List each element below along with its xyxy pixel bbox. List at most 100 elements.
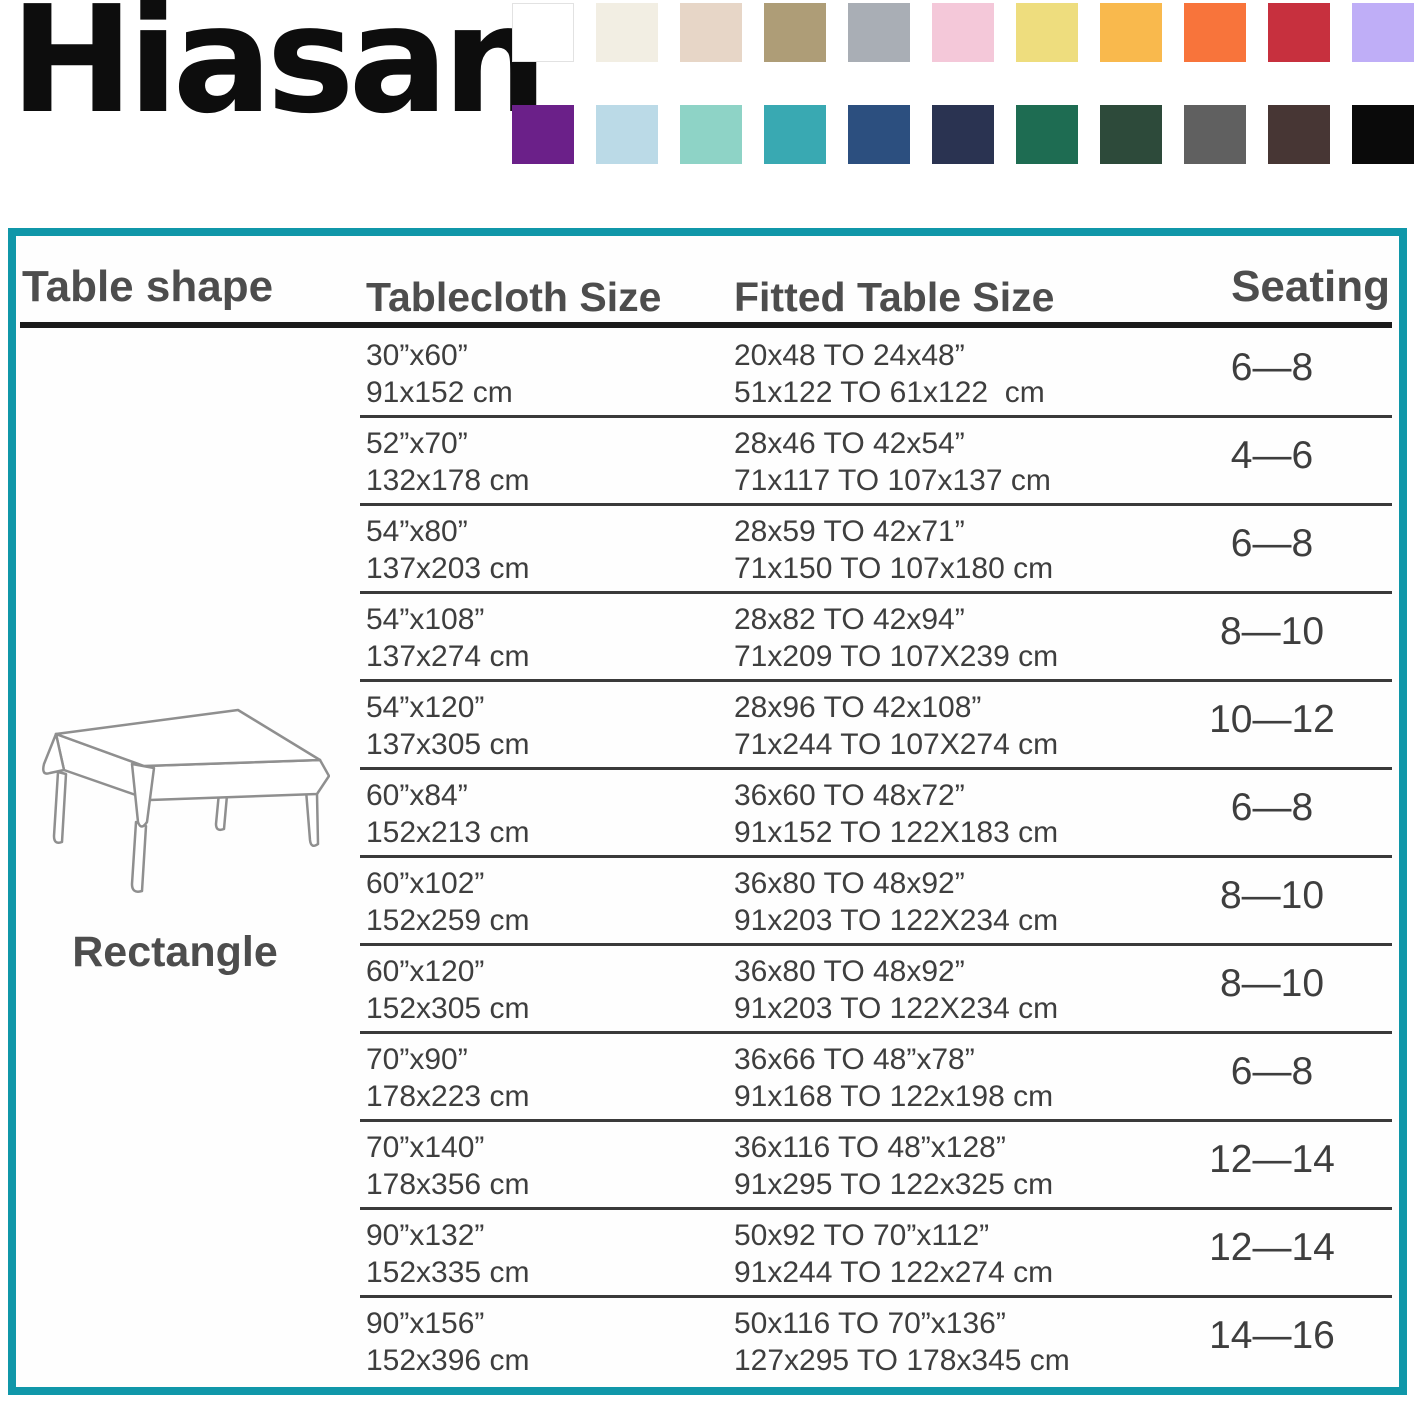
ivory-color-swatch: [596, 3, 658, 62]
table-row: 60”x120” 152x305 cm 36x80 TO 48x92” 91x203 …: [16, 947, 1399, 1035]
tablecloth-size-cm: 178x223 cm: [366, 1080, 530, 1113]
table-row: 54”x120” 137x305 cm 28x96 TO 42x108” 71x244…: [16, 683, 1399, 771]
red-color-swatch: [1268, 3, 1330, 62]
tablecloth-size-inches: 90”x132”: [366, 1219, 485, 1252]
tablecloth-size-cm: 178x356 cm: [366, 1168, 530, 1201]
dark-brown-color-swatch: [1268, 105, 1330, 164]
fitted-table-size-inches: 36x80 TO 48x92”: [734, 867, 965, 900]
table-row: 60”x84” 152x213 cm 36x60 TO 48x72” 91x152 T…: [16, 771, 1399, 859]
row-separator: [360, 1207, 1392, 1210]
row-separator: [360, 503, 1392, 506]
brand-logo: Hiasan: [10, 0, 548, 146]
fitted-table-size-inches: 28x96 TO 42x108”: [734, 691, 982, 724]
seating-value: 6—8: [1230, 786, 1314, 829]
fitted-table-size-cm: 91x152 TO 122X183 cm: [734, 816, 1059, 849]
fitted-table-size-cm: 71x150 TO 107x180 cm: [734, 552, 1054, 585]
tablecloth-size-inches: 54”x120”: [366, 691, 485, 724]
size-rows: 30”x60” 91x152 cm 20x48 TO 24x48” 51x122 TO…: [16, 236, 1399, 1387]
column-header-table-shape: Table shape: [22, 262, 274, 311]
fitted-table-size-cm: 91x168 TO 122x198 cm: [734, 1080, 1054, 1113]
fitted-table-size-inches: 36x60 TO 48x72”: [734, 779, 965, 812]
yellow-color-swatch: [1016, 3, 1078, 62]
aqua-color-swatch: [680, 105, 742, 164]
navy-blue-color-swatch: [848, 105, 910, 164]
tablecloth-size-inches: 54”x80”: [366, 515, 468, 548]
size-chart: Table shape Tablecloth Size Fitted Table…: [8, 228, 1407, 1395]
fitted-table-size-inches: 50x92 TO 70”x112”: [734, 1219, 990, 1252]
row-separator: [360, 943, 1392, 946]
seating-value: 14—16: [1209, 1314, 1335, 1357]
row-separator: [360, 1119, 1392, 1122]
tablecloth-size-cm: 137x203 cm: [366, 552, 530, 585]
seating-value: 6—8: [1230, 522, 1314, 565]
lavender-color-swatch: [1352, 3, 1414, 62]
tablecloth-size-cm: 137x305 cm: [366, 728, 530, 761]
teal-color-swatch: [764, 105, 826, 164]
table-row: 70”x140” 178x356 cm 36x116 TO 48”x128” 91x2…: [16, 1123, 1399, 1211]
fitted-table-size-inches: 28x46 TO 42x54”: [734, 427, 965, 460]
row-separator: [360, 767, 1392, 770]
light-blue-color-swatch: [596, 105, 658, 164]
fitted-table-size-cm: 91x203 TO 122X234 cm: [734, 904, 1059, 937]
table-row: 30”x60” 91x152 cm 20x48 TO 24x48” 51x122 TO…: [16, 331, 1399, 419]
fitted-table-size-cm: 71x117 TO 107x137 cm: [734, 464, 1051, 497]
pink-color-swatch: [932, 3, 994, 62]
fitted-table-size-inches: 36x80 TO 48x92”: [734, 955, 965, 988]
seating-value: 12—14: [1209, 1226, 1335, 1269]
white-color-swatch: [512, 3, 574, 62]
table-row: 60”x102” 152x259 cm 36x80 TO 48x92” 91x203 …: [16, 859, 1399, 947]
tablecloth-size-inches: 52”x70”: [366, 427, 468, 460]
tablecloth-size-cm: 152x335 cm: [366, 1256, 530, 1289]
table-row: 54”x80” 137x203 cm 28x59 TO 42x71” 71x150 T…: [16, 507, 1399, 595]
tablecloth-size-inches: 60”x120”: [366, 955, 485, 988]
fitted-table-size-inches: 20x48 TO 24x48”: [734, 339, 965, 372]
row-separator: [360, 1295, 1392, 1298]
orange-color-swatch: [1184, 3, 1246, 62]
seating-value: 12—14: [1209, 1138, 1335, 1181]
seating-value: 8—10: [1219, 962, 1325, 1005]
fitted-table-size-inches: 36x116 TO 48”x128”: [734, 1131, 1006, 1164]
column-header-tablecloth-size: Tablecloth Size: [366, 274, 662, 320]
dark-navy-color-swatch: [932, 105, 994, 164]
rectangle-table-illustration: [42, 708, 330, 893]
tablecloth-size-cm: 152x396 cm: [366, 1344, 530, 1377]
table-row: 52”x70” 132x178 cm 28x46 TO 42x54” 71x117 T…: [16, 419, 1399, 507]
tablecloth-size-cm: 152x213 cm: [366, 816, 530, 849]
tablecloth-size-cm: 152x305 cm: [366, 992, 530, 1025]
tablecloth-size-inches: 70”x140”: [366, 1131, 485, 1164]
forest-green-color-swatch: [1100, 105, 1162, 164]
shape-label: Rectangle: [72, 928, 278, 976]
purple-color-swatch: [512, 105, 574, 164]
tablecloth-size-cm: 152x259 cm: [366, 904, 530, 937]
table-row: 90”x132” 152x335 cm 50x92 TO 70”x112” 91x24…: [16, 1211, 1399, 1299]
fitted-table-size-inches: 28x59 TO 42x71”: [734, 515, 965, 548]
column-header-seating: Seating: [1231, 262, 1390, 311]
dark-gray-color-swatch: [1184, 105, 1246, 164]
fitted-table-size-cm: 71x244 TO 107X274 cm: [734, 728, 1059, 761]
beige-color-swatch: [680, 3, 742, 62]
black-color-swatch: [1352, 105, 1414, 164]
fitted-table-size-cm: 91x244 TO 122x274 cm: [734, 1256, 1054, 1289]
color-palette: [512, 3, 1414, 164]
row-separator: [360, 855, 1392, 858]
fitted-table-size-inches: 36x66 TO 48”x78”: [734, 1043, 975, 1076]
row-separator: [360, 591, 1392, 594]
seating-value: 8—10: [1219, 874, 1325, 917]
gold-color-swatch: [1100, 3, 1162, 62]
row-separator: [360, 1031, 1392, 1034]
tablecloth-size-inches: 60”x102”: [366, 867, 485, 900]
row-separator: [360, 415, 1392, 418]
table-row: 90”x156” 152x396 cm 50x116 TO 70”x136” 127x…: [16, 1299, 1399, 1387]
seating-value: 6—8: [1230, 346, 1314, 389]
seating-value: 8—10: [1219, 610, 1325, 653]
tablecloth-size-inches: 54”x108”: [366, 603, 485, 636]
khaki-color-swatch: [764, 3, 826, 62]
fitted-table-size-cm: 127x295 TO 178x345 cm: [734, 1344, 1070, 1377]
fitted-table-size-cm: 91x203 TO 122X234 cm: [734, 992, 1059, 1025]
fitted-table-size-cm: 91x295 TO 122x325 cm: [734, 1168, 1054, 1201]
green-color-swatch: [1016, 105, 1078, 164]
seating-value: 10—12: [1209, 698, 1335, 741]
row-separator: [360, 679, 1392, 682]
column-header-fitted-table-size: Fitted Table Size: [734, 274, 1055, 320]
